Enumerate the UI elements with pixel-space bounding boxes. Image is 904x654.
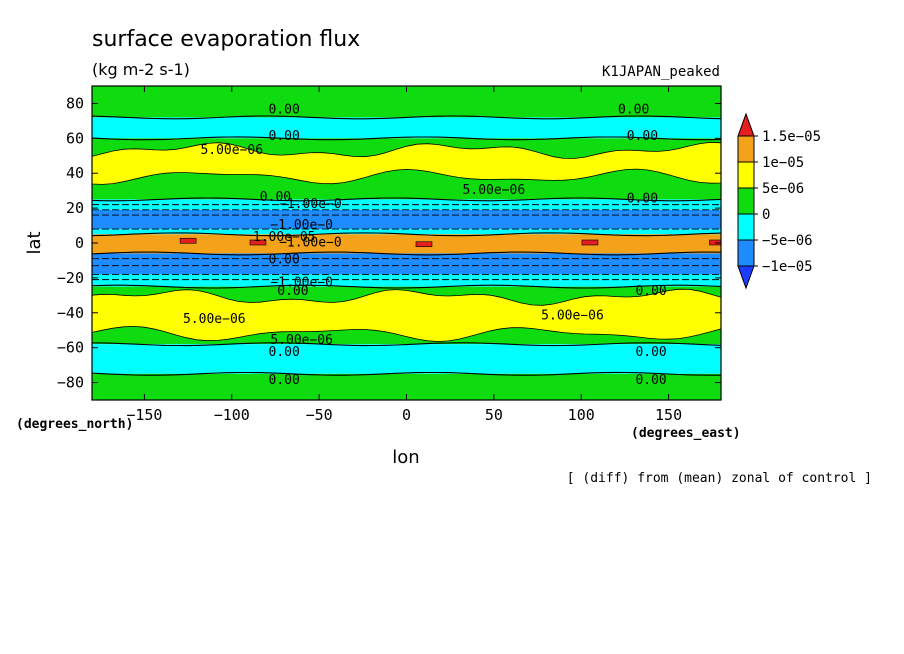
sh-positive-region — [92, 288, 721, 342]
contour-label-12: 0.00 — [269, 253, 300, 268]
contour-line-0 — [92, 115, 721, 120]
colorbar-segment-4 — [737, 213, 755, 241]
colorbar-label-5: −1e−05 — [762, 259, 813, 275]
contour-line-1 — [92, 136, 721, 141]
contour-label-9: −1.00e−0 — [270, 218, 333, 233]
x-tick-label-5: 100 — [568, 406, 595, 424]
contour-label-15: 0.00 — [635, 284, 666, 299]
contour-label-4: 5.00e−06 — [200, 143, 263, 158]
band-5 — [92, 229, 721, 235]
contour-line-7 — [92, 371, 721, 376]
x-axis-label: lon — [392, 447, 419, 468]
colorbar-label-1: 1e−05 — [762, 155, 804, 171]
y-tick-label-4: 0 — [75, 234, 84, 252]
x-tick-label-0: −150 — [126, 406, 162, 424]
contour-label-20: 0.00 — [635, 345, 666, 360]
y-tick-label-6: −40 — [57, 304, 84, 322]
colorbar-segment-1 — [737, 135, 755, 163]
y-units-label: (degrees_north) — [16, 417, 133, 432]
contour-label-6: 0.00 — [260, 190, 291, 205]
contour-label-14: 0.00 — [277, 284, 308, 299]
max-patch-2 — [415, 241, 433, 248]
colorbar-label-4: −5e−06 — [762, 233, 813, 249]
contour-label-17: 5.00e−06 — [541, 309, 604, 324]
y-tick-label-5: −20 — [57, 269, 84, 287]
contour-label-7: 0.00 — [627, 192, 658, 207]
x-tick-label-4: 50 — [485, 406, 503, 424]
band-7 — [92, 253, 721, 275]
colorbar-min-arrow — [737, 265, 755, 290]
contour-line-5 — [92, 284, 721, 289]
contour-label-8: −1.00e−0 — [279, 197, 342, 212]
contour-line-6 — [92, 342, 721, 347]
chart-title: surface evaporation flux — [92, 27, 360, 52]
band-6 — [92, 234, 721, 254]
contour-label-22: 0.00 — [635, 373, 666, 388]
band-8 — [92, 274, 721, 287]
band-10 — [92, 344, 721, 374]
contour-line-2 — [92, 197, 721, 202]
nh-positive-region — [92, 141, 721, 185]
colorbar-label-2: 5e−06 — [762, 181, 804, 197]
contour-label-3: 0.00 — [627, 129, 658, 144]
x-tick-label-3: 0 — [402, 406, 411, 424]
contour-label-1: 0.00 — [618, 103, 649, 118]
colorbar-max-arrow — [737, 112, 755, 137]
y-tick-label-1: 60 — [66, 129, 84, 147]
x-axis: −150 −100 −50 0 50 100 150 — [126, 86, 682, 424]
contour-line-3 — [92, 232, 721, 237]
y-tick-label-7: −60 — [57, 339, 84, 357]
comparison-note: [ (diff) from (mean) zonal of control ] — [567, 471, 872, 486]
y-tick-label-8: −80 — [57, 374, 84, 392]
x-tick-label-1: −100 — [214, 406, 250, 424]
colorbar-segment-3 — [737, 187, 755, 215]
contour-label-5: 5.00e−06 — [463, 183, 526, 198]
max-patch-0 — [179, 237, 197, 244]
contour-line-4 — [92, 251, 721, 256]
band-4 — [92, 209, 721, 230]
colorbar-segment-5 — [737, 239, 755, 267]
max-patch-3 — [581, 239, 599, 246]
contour-label-16: 5.00e−06 — [183, 312, 246, 327]
x-tick-label-2: −50 — [306, 406, 333, 424]
x-tick-label-6: 150 — [655, 406, 682, 424]
contour-label-21: 0.00 — [269, 373, 300, 388]
colorbar: 1.5e−05 1e−05 5e−06 0 −5e−06 −1e−05 — [737, 112, 821, 290]
colorbar-label-3: 0 — [762, 207, 770, 223]
contour-label-19: 0.00 — [269, 345, 300, 360]
contour-label-18: 5.00e−06 — [270, 333, 333, 348]
max-patch-1 — [249, 239, 267, 246]
y-tick-label-3: 20 — [66, 199, 84, 217]
colorbar-label-0: 1.5e−05 — [762, 129, 821, 145]
contour-label-10: 1.00e−05 — [253, 230, 316, 245]
y-tick-label-2: 40 — [66, 164, 84, 182]
run-label: K1JAPAN_peaked — [602, 64, 720, 80]
contour-labels: 0.00 0.000.00 0.005.00e−065.00e−060.00 0.00… — [183, 103, 667, 388]
x-units-label: (degrees_east) — [631, 426, 741, 441]
contour-label-11: −1.00e−0 — [279, 235, 342, 250]
y-tick-label-0: 80 — [66, 94, 84, 112]
contour-label-2: 0.00 — [269, 129, 300, 144]
y-axis: 80 60 40 20 0 −20 −40 −60 −80 — [57, 94, 721, 392]
y-axis-label: lat — [24, 231, 45, 254]
contour-label-0: 0.00 — [269, 103, 300, 118]
chart-units: (kg m-2 s-1) — [92, 60, 190, 79]
colorbar-segment-2 — [737, 161, 755, 189]
contour-label-13: −1.00e−0 — [270, 275, 333, 290]
band-1 — [92, 117, 721, 139]
